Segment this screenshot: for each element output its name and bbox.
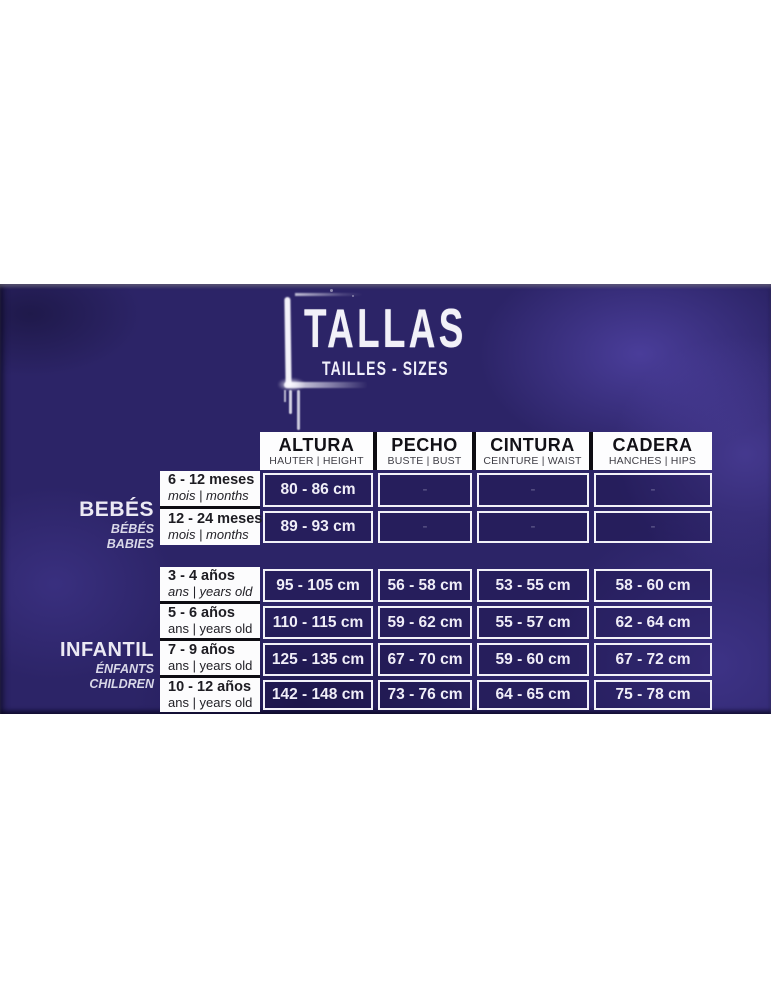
header-col-name: CADERA (612, 434, 693, 455)
measurement-cell: 58 - 60 cm (594, 569, 712, 602)
measurement-cell: 110 - 115 cm (263, 606, 373, 639)
header-col-altura: ALTURA HAUTER | HEIGHT (260, 432, 373, 470)
age-range-translation: mois | months (168, 526, 249, 542)
measurement-cell: 89 - 93 cm (263, 511, 373, 543)
measurement-cell: 64 - 65 cm (477, 680, 589, 710)
header-col-cintura: CINTURA CEINTURE | WAIST (472, 432, 589, 470)
measurement-cell: 95 - 105 cm (263, 569, 373, 602)
group-label-french: ÉNFANTS (95, 662, 154, 676)
group-label-french: BÉBÉS (110, 522, 154, 536)
measurement-cell-empty: - (378, 473, 472, 507)
measurement-cell: 142 - 148 cm (263, 680, 373, 710)
age-range: 10 - 12 años (168, 678, 252, 695)
group-label-infantil: INFANTIL ÉNFANTS CHILDREN (60, 640, 154, 692)
header-col-name: PECHO (391, 434, 458, 455)
age-range: 7 - 9 años (168, 641, 235, 658)
header-col-translation: CEINTURE | WAIST (483, 454, 582, 467)
measurement-cell: 80 - 86 cm (263, 473, 373, 507)
header-col-name: CINTURA (490, 434, 575, 455)
measurement-cell: 55 - 57 cm (477, 606, 589, 639)
page-title: TALLAS (303, 297, 467, 359)
table-section-bebes: 6 - 12 meses mois | months 80 - 86 cm - - -12… (160, 471, 712, 545)
age-range-translation: ans | years old (168, 657, 253, 673)
measurement-cell: 67 - 70 cm (378, 643, 472, 676)
age-range-translation: mois | months (168, 488, 249, 504)
measurement-cell: 53 - 55 cm (477, 569, 589, 602)
table-row: 3 - 4 años ans | years old 95 - 105 cm 56 -… (160, 567, 712, 604)
age-range: 6 - 12 meses (168, 472, 255, 489)
group-label-main: INFANTIL (60, 639, 154, 661)
measurement-cell: 56 - 58 cm (378, 569, 472, 602)
group-label-english: CHILDREN (89, 676, 154, 691)
measurement-cell-empty: - (477, 473, 589, 507)
measurement-cell: 75 - 78 cm (594, 680, 712, 710)
group-label-bebes: BEBÉS BÉBÉS BABIES (79, 499, 154, 552)
measurement-cell-empty: - (477, 511, 589, 543)
age-range-translation: ans | years old (168, 694, 253, 710)
age-range: 12 - 24 meses (168, 510, 263, 527)
measurement-cell: 73 - 76 cm (378, 680, 472, 710)
background-band (0, 284, 771, 714)
table-header-row: ALTURA HAUTER | HEIGHT PECHO BUSTE | BUST CI… (260, 432, 712, 470)
header-col-pecho: PECHO BUSTE | BUST (373, 432, 472, 470)
measurement-cell-empty: - (378, 511, 472, 543)
measurement-cell-empty: - (594, 511, 712, 543)
age-range-cell: 6 - 12 meses mois | months (160, 471, 260, 509)
group-label-main: BEBÉS (79, 498, 154, 521)
header-col-cadera: CADERA HANCHES | HIPS (589, 432, 712, 470)
table-row: 5 - 6 años ans | years old 110 - 115 cm 59 … (160, 604, 712, 641)
measurement-cell: 59 - 62 cm (378, 606, 472, 639)
header-col-translation: HAUTER | HEIGHT (269, 454, 364, 467)
table-section-infantil: 3 - 4 años ans | years old 95 - 105 cm 56 -… (160, 567, 712, 712)
header-col-name: ALTURA (278, 434, 355, 455)
age-range-translation: ans | years old (168, 620, 253, 636)
table-row: 10 - 12 años ans | years old 142 - 148 cm 7… (160, 678, 712, 712)
page-subtitle: TAILLES - SIZES (322, 358, 449, 380)
table-row: 12 - 24 meses mois | months 89 - 93 cm - - - (160, 509, 712, 545)
age-range-cell: 10 - 12 años ans | years old (160, 678, 260, 712)
age-range-cell: 3 - 4 años ans | years old (160, 567, 260, 604)
measurement-cell: 62 - 64 cm (594, 606, 712, 639)
header-col-translation: HANCHES | HIPS (608, 454, 697, 467)
age-range-cell: 5 - 6 años ans | years old (160, 604, 260, 641)
table-row: 6 - 12 meses mois | months 80 - 86 cm - - - (160, 471, 712, 509)
age-range: 3 - 4 años (168, 567, 235, 584)
group-label-english: BABIES (106, 536, 154, 551)
measurement-cell: 67 - 72 cm (594, 643, 712, 676)
header-col-translation: BUSTE | BUST (387, 454, 462, 467)
age-range-cell: 12 - 24 meses mois | months (160, 509, 263, 545)
table-row: 7 - 9 años ans | years old 125 - 135 cm 67 … (160, 641, 712, 678)
measurement-cell: 125 - 135 cm (263, 643, 373, 676)
measurement-cell: 59 - 60 cm (477, 643, 589, 676)
age-range-cell: 7 - 9 años ans | years old (160, 641, 260, 678)
measurement-cell-empty: - (594, 473, 712, 507)
age-range: 5 - 6 años (168, 604, 235, 621)
age-range-translation: ans | years old (168, 583, 253, 599)
